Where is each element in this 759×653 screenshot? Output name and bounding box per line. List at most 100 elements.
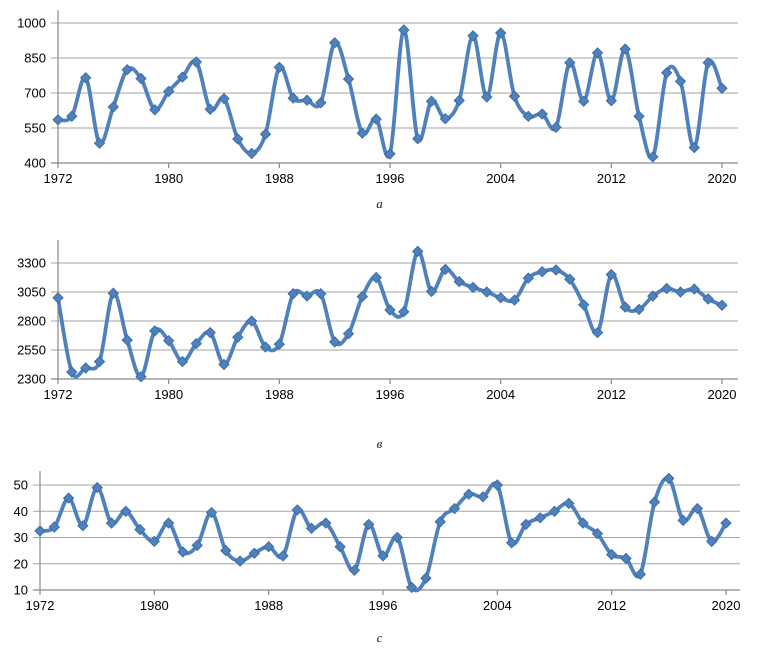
data-point-marker (328, 37, 341, 49)
data-point-marker (191, 539, 203, 552)
y-tick-label: 20 (14, 556, 28, 571)
x-tick-label: 2004 (483, 598, 512, 613)
data-point-marker (577, 299, 590, 311)
data-point-marker (536, 265, 548, 278)
data-point-marker (348, 564, 361, 577)
data-point-marker (370, 113, 382, 125)
data-point-marker (522, 110, 535, 123)
data-point-marker (121, 63, 133, 76)
data-point-marker (491, 479, 504, 491)
chart-c: 10 20 30 40 50 1972 1980 1988 1996 2004 2012 2020 c (0, 447, 759, 653)
data-point-marker (149, 104, 161, 116)
data-point-marker (411, 132, 424, 145)
data-point-marker (176, 71, 189, 83)
y-tick-label: 700 (24, 86, 46, 101)
data-point-marker (176, 355, 189, 368)
data-point-marker (305, 522, 318, 535)
data-point-marker (149, 325, 161, 337)
y-tick-label: 40 (14, 504, 28, 519)
data-point-marker (204, 326, 216, 339)
data-point-marker (620, 552, 632, 565)
data-point-marker (135, 72, 147, 85)
data-point-marker (245, 315, 258, 327)
data-point-marker (218, 358, 230, 371)
y-tick-label: 50 (14, 478, 28, 493)
series-line-c (38, 476, 728, 593)
data-point-marker (121, 334, 133, 346)
data-point-marker (384, 148, 396, 160)
data-point-marker (467, 30, 479, 42)
data-point-marker (301, 94, 313, 106)
data-point-marker (434, 516, 446, 528)
data-point-marker (522, 272, 535, 284)
data-point-marker (218, 92, 230, 105)
data-point-marker (135, 370, 147, 383)
y-tick-label: 400 (24, 156, 46, 171)
data-point-marker (720, 517, 732, 529)
x-tick-label: 2012 (597, 598, 626, 613)
data-point-marker (705, 535, 718, 548)
data-point-marker (320, 517, 332, 529)
data-point-marker (315, 97, 327, 109)
data-point-marker (232, 133, 244, 145)
data-point-marker (534, 512, 546, 524)
data-point-marker (273, 338, 286, 350)
data-point-marker (648, 496, 661, 508)
data-point-marker (508, 294, 521, 306)
data-point-marker (287, 287, 299, 300)
data-point-marker (93, 355, 106, 368)
data-point-marker (398, 305, 410, 318)
data-point-marker (494, 292, 507, 304)
x-tick-label: 1988 (254, 598, 283, 613)
data-point-marker (287, 92, 299, 104)
data-point-marker (536, 108, 548, 120)
data-point-marker (702, 293, 714, 305)
data-point-marker (259, 341, 272, 353)
data-point-marker (591, 47, 604, 59)
data-point-marker (463, 488, 475, 500)
y-tick-label: 2800 (17, 314, 46, 329)
data-point-marker (220, 544, 232, 557)
data-point-marker (177, 546, 189, 558)
data-point-marker (605, 548, 618, 561)
x-tick-label: 1996 (376, 387, 405, 402)
data-point-marker (334, 540, 346, 553)
y-tick-label: 3050 (17, 285, 46, 300)
data-point-marker (494, 27, 507, 39)
x-tick-label: 1988 (265, 387, 294, 402)
data-point-marker (505, 537, 518, 549)
data-point-marker (34, 525, 46, 537)
data-point-marker (577, 517, 589, 529)
data-point-marker (262, 540, 275, 553)
chart-b-label: в (376, 436, 383, 451)
data-point-marker (481, 91, 493, 103)
y-tick-label: 2550 (17, 343, 46, 358)
data-point-marker (674, 75, 687, 88)
x-tick-label: 1996 (369, 598, 398, 613)
data-point-marker (448, 502, 461, 515)
data-point-marker (315, 287, 327, 300)
x-tick-label: 2004 (486, 387, 515, 402)
data-point-marker (411, 245, 424, 258)
chart-a: 400 550 700 850 1000 1972 1980 1988 1996 2004 2012… (0, 0, 759, 220)
data-point-marker (328, 336, 341, 348)
data-point-marker (647, 290, 659, 302)
data-point-marker (190, 56, 203, 68)
data-point-marker (362, 518, 375, 531)
data-point-marker (77, 519, 89, 532)
data-point-marker (688, 283, 701, 295)
data-point-marker (563, 497, 575, 510)
data-point-marker (105, 517, 118, 529)
data-point-marker (342, 73, 355, 85)
data-point-marker (91, 481, 103, 494)
x-tick-label: 1972 (26, 598, 55, 613)
y-tick-label: 1000 (17, 16, 46, 31)
data-point-marker (277, 550, 289, 562)
data-point-marker (148, 535, 161, 548)
data-point-marker (716, 82, 728, 95)
chart-b: 2300 2550 2800 3050 3300 1972 1980 1988 1996 2004… (0, 220, 759, 451)
data-point-marker (93, 137, 106, 149)
data-point-marker (634, 568, 647, 581)
data-point-marker (356, 127, 369, 139)
